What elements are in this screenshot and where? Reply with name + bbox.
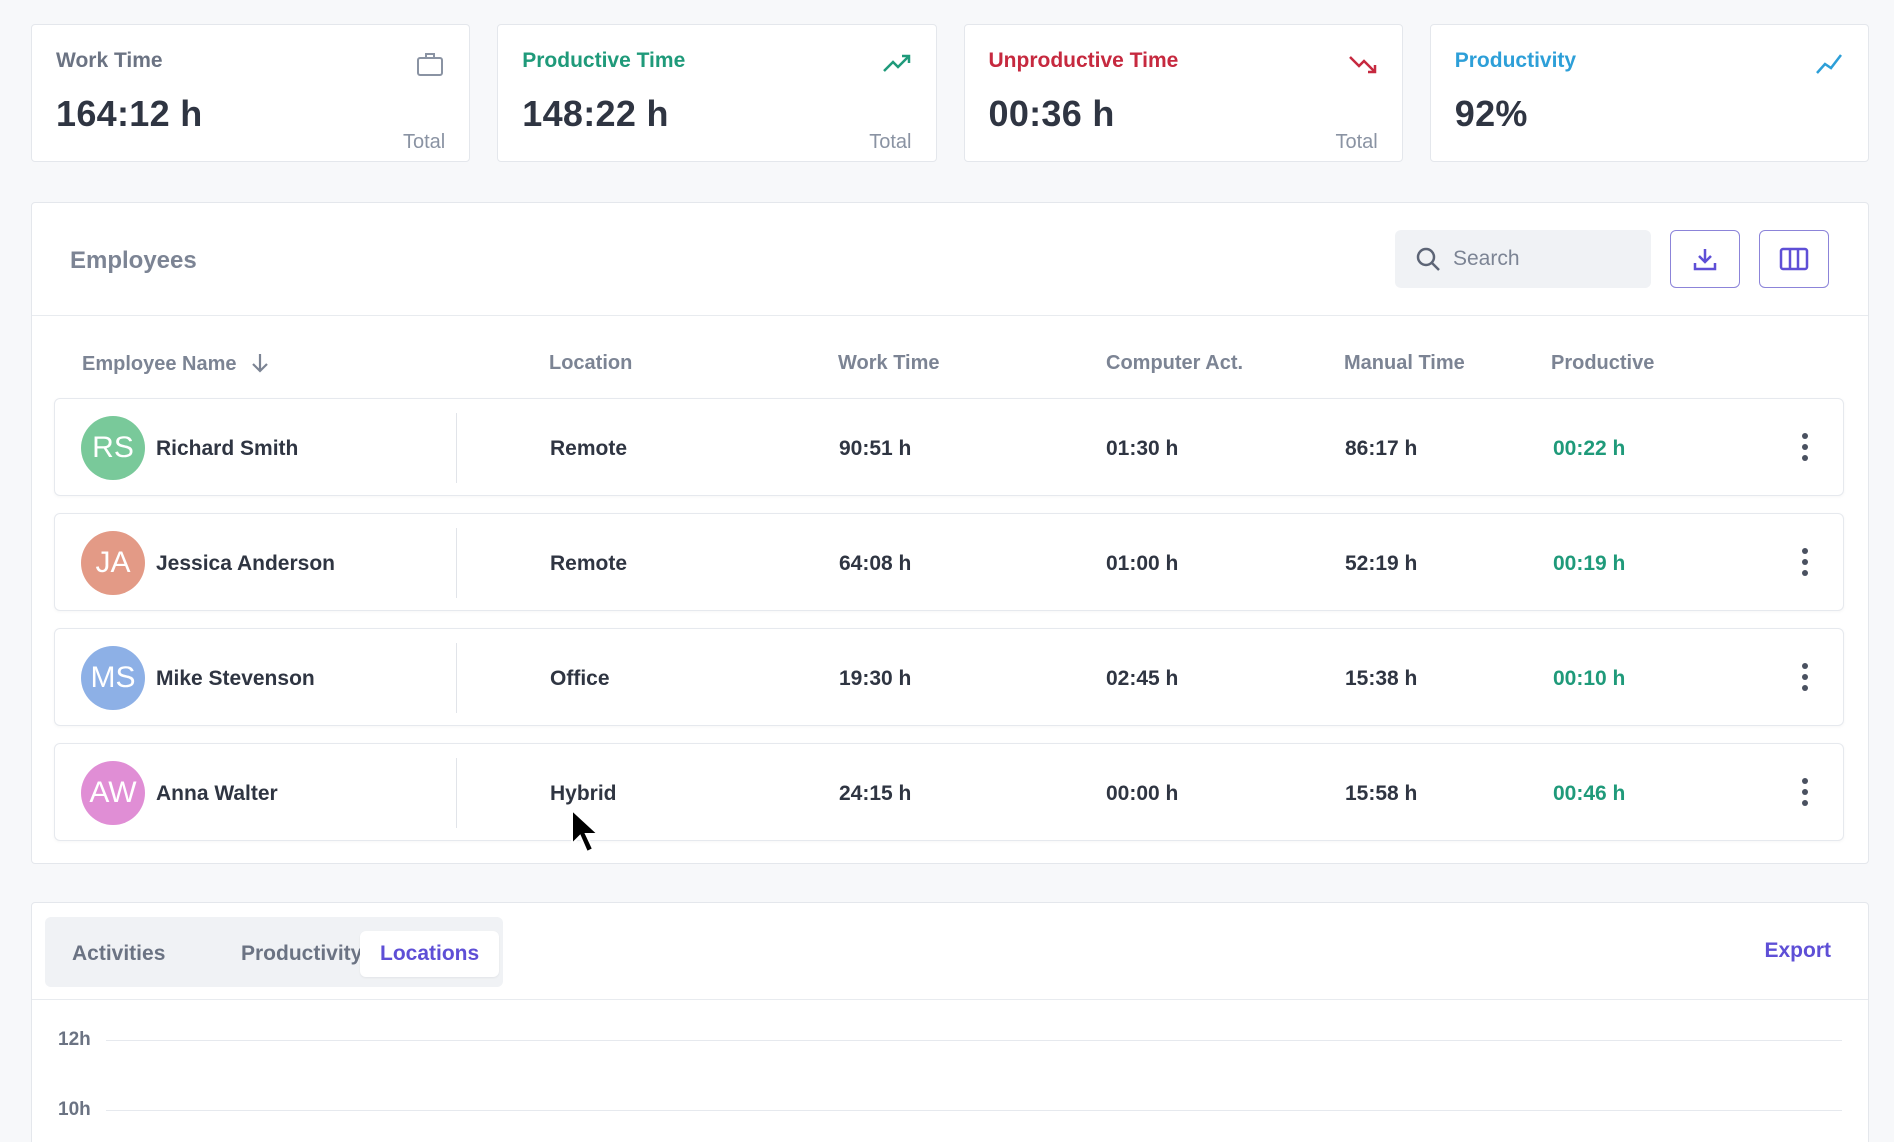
divider <box>456 528 457 598</box>
export-button[interactable]: Export <box>1764 939 1831 962</box>
employees-header: Employees <box>32 203 1868 316</box>
computer-act-cell: 00:00 h <box>1106 782 1179 805</box>
mouse-cursor-icon <box>571 808 601 854</box>
productive-cell: 00:46 h <box>1553 782 1626 805</box>
panel-title: Employees <box>70 247 197 274</box>
employees-panel: Employees <box>31 202 1869 864</box>
manual-time-cell: 52:19 h <box>1345 552 1418 575</box>
unproductive-time-card: Unproductive Time 00:36 h Total <box>963 24 1403 162</box>
stats-row: Work Time 164:12 h Total Productive Time… <box>31 24 1869 162</box>
employee-name: Jessica Anderson <box>156 552 335 575</box>
divider <box>456 758 457 828</box>
work-time-cell: 24:15 h <box>839 782 912 805</box>
employee-name: Mike Stevenson <box>156 667 315 690</box>
productive-time-card: Productive Time 148:22 h Total <box>497 24 937 162</box>
more-options-icon[interactable] <box>1801 433 1809 463</box>
column-header-name[interactable]: Employee Name <box>82 352 270 376</box>
productive-cell: 00:22 h <box>1553 437 1626 460</box>
stat-value: 00:36 h <box>988 93 1115 134</box>
table-header: Employee Name Location Work Time Compute… <box>32 316 1868 398</box>
location-cell: Office <box>550 667 610 690</box>
stat-label: Work Time <box>56 49 163 72</box>
stat-label: Productivity <box>1454 49 1577 72</box>
search-box[interactable] <box>1395 230 1651 288</box>
y-tick-label: 12h <box>58 1029 91 1050</box>
briefcase-icon <box>417 53 444 76</box>
location-cell: Remote <box>550 437 628 460</box>
work-time-cell: 90:51 h <box>839 437 912 460</box>
column-header-label: Employee Name <box>82 353 237 375</box>
location-cell: Hybrid <box>550 782 617 805</box>
employee-name: Richard Smith <box>156 437 299 460</box>
manual-time-cell: 15:58 h <box>1345 782 1418 805</box>
avatar: MS <box>81 646 145 710</box>
divider <box>456 413 457 483</box>
work-time-card: Work Time 164:12 h Total <box>31 24 471 162</box>
download-button[interactable] <box>1670 230 1740 288</box>
stat-value: 164:12 h <box>56 93 203 134</box>
y-tick-label: 10h <box>58 1099 91 1120</box>
stat-value: 148:22 h <box>522 93 669 134</box>
computer-act-cell: 01:00 h <box>1106 552 1179 575</box>
more-options-icon[interactable] <box>1801 663 1809 693</box>
columns-icon <box>1779 247 1809 271</box>
divider <box>456 643 457 713</box>
tab-bar: Activities Productivity Locations <box>45 917 503 987</box>
gridline <box>106 1040 1842 1041</box>
stat-label: Unproductive Time <box>988 49 1179 72</box>
more-options-icon[interactable] <box>1801 778 1809 808</box>
column-header-productive[interactable]: Productive <box>1551 352 1655 374</box>
table-row[interactable]: JA Jessica Anderson Remote 64:08 h 01:00… <box>54 513 1844 611</box>
stat-value: 92% <box>1454 93 1528 134</box>
column-header-location[interactable]: Location <box>549 352 633 374</box>
divider <box>32 999 1868 1000</box>
search-icon <box>1416 247 1440 271</box>
manual-time-cell: 86:17 h <box>1345 437 1418 460</box>
stat-label: Productive Time <box>522 49 686 72</box>
stat-total-label: Total <box>1335 131 1378 153</box>
search-input[interactable] <box>1453 247 1633 271</box>
employee-name: Anna Walter <box>156 782 278 805</box>
table-row[interactable]: RS Richard Smith Remote 90:51 h 01:30 h … <box>54 398 1844 496</box>
productivity-card: Productivity 92% <box>1429 24 1869 162</box>
tab-activities[interactable]: Activities <box>72 942 166 965</box>
stat-total-label: Total <box>869 131 912 153</box>
column-header-manual-time[interactable]: Manual Time <box>1344 352 1465 374</box>
more-options-icon[interactable] <box>1801 548 1809 578</box>
sort-arrow-down-icon <box>252 354 268 373</box>
productive-cell: 00:10 h <box>1553 667 1626 690</box>
trending-down-icon <box>1348 56 1376 74</box>
computer-act-cell: 01:30 h <box>1106 437 1179 460</box>
table-row[interactable]: MS Mike Stevenson Office 19:30 h 02:45 h… <box>54 628 1844 726</box>
productive-cell: 00:19 h <box>1553 552 1626 575</box>
computer-act-cell: 02:45 h <box>1106 667 1179 690</box>
download-icon <box>1693 249 1717 271</box>
work-time-cell: 19:30 h <box>839 667 912 690</box>
table-row[interactable]: AW Anna Walter Hybrid 24:15 h 00:00 h 15… <box>54 743 1844 841</box>
chart-panel: Activities Productivity Locations Export… <box>31 902 1869 1142</box>
tab-locations[interactable]: Locations <box>360 931 500 977</box>
columns-button[interactable] <box>1759 230 1829 288</box>
line-chart-icon <box>1816 54 1842 74</box>
avatar: AW <box>81 761 145 825</box>
trending-up-icon <box>882 54 910 72</box>
column-header-work-time[interactable]: Work Time <box>838 352 940 374</box>
gridline <box>106 1110 1842 1111</box>
tab-productivity[interactable]: Productivity <box>241 942 363 965</box>
column-header-computer-act[interactable]: Computer Act. <box>1106 352 1244 374</box>
stat-total-label: Total <box>403 131 446 153</box>
manual-time-cell: 15:38 h <box>1345 667 1418 690</box>
location-cell: Remote <box>550 552 628 575</box>
avatar: RS <box>81 416 145 480</box>
avatar: JA <box>81 531 145 595</box>
work-time-cell: 64:08 h <box>839 552 912 575</box>
